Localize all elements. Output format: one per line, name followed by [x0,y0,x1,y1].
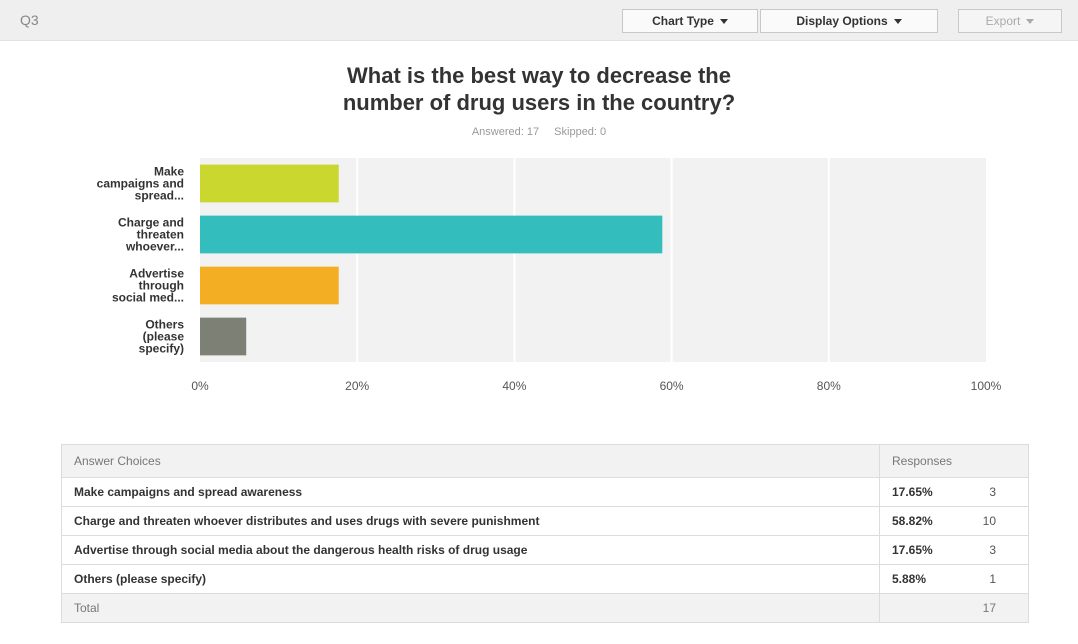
x-tick-label: 40% [502,379,526,393]
x-tick-label: 80% [817,379,841,393]
table-row: Others (please specify) 5.88% 1 [61,564,1029,594]
answer-choice: Make campaigns and spread awareness [61,477,880,507]
answer-choice: Others (please specify) [61,564,880,594]
export-button[interactable]: Export [958,9,1062,33]
response-count: 3 [954,535,1029,565]
bar-chart: 0% 20% 40% 60% 80% 100% Make campaigns and sprea… [97,158,1002,393]
bar [200,266,339,305]
response-percent: 17.65% [879,477,954,507]
answer-choices-header: Answer Choices [61,444,880,478]
table-row: Advertise through social media about the… [61,535,1029,565]
response-count: 3 [954,477,1029,507]
x-tick-label: 0% [191,379,209,393]
response-summary: Answered: 17 Skipped: 0 [0,126,1078,138]
chart-type-button[interactable]: Chart Type [622,9,758,33]
question-title: What is the best way to decrease the num… [0,62,1078,116]
response-count: 1 [954,564,1029,594]
chart-type-label: Chart Type [652,14,714,28]
chevron-down-icon [893,19,902,25]
chevron-down-icon [719,19,728,25]
total-row: Total 17 [61,593,1029,623]
answer-choice: Advertise through social media about the… [61,535,880,565]
answered-count: Answered: 17 [471,126,540,138]
responses-header: Responses [879,444,1029,478]
bar [200,317,247,356]
question-number: Q3 [20,12,39,28]
response-percent: 17.65% [879,535,954,565]
chevron-down-icon [1026,19,1035,25]
skipped-count: Skipped: 0 [554,126,607,138]
table-row: Make campaigns and spread awareness 17.6… [61,477,1029,507]
display-options-button[interactable]: Display Options [760,9,938,33]
question-toolbar: Q3 Chart Type Display Options Export [0,0,1078,41]
responses-table: Answer Choices Responses Make campaigns … [61,444,1029,623]
export-label: Export [985,14,1021,28]
answer-choice: Charge and threaten whoever distributes … [61,506,880,536]
x-tick-label: 60% [660,379,684,393]
bar [200,164,339,203]
question-title-line-2: number of drug users in the country? [342,90,736,115]
x-tick-label: 20% [345,379,369,393]
y-category-label: Advertise through social med... [112,267,184,305]
display-options-label: Display Options [796,14,888,28]
table-row: Charge and threaten whoever distributes … [61,506,1029,536]
x-tick-label: 100% [971,379,1002,393]
y-category-label: Charge and threaten whoever... [118,216,184,254]
question-title-line-1: What is the best way to decrease the [347,63,731,88]
y-category-label: Others (please specify) [139,318,185,356]
table-header-row: Answer Choices Responses [61,444,1029,478]
bar [200,215,663,254]
response-count: 10 [954,506,1029,536]
total-percent-cell [879,593,954,623]
response-percent: 58.82% [879,506,954,536]
response-percent: 5.88% [879,564,954,594]
y-category-label: Make campaigns and spread... [97,165,185,203]
total-count: 17 [954,593,1029,623]
total-label: Total [61,593,880,623]
